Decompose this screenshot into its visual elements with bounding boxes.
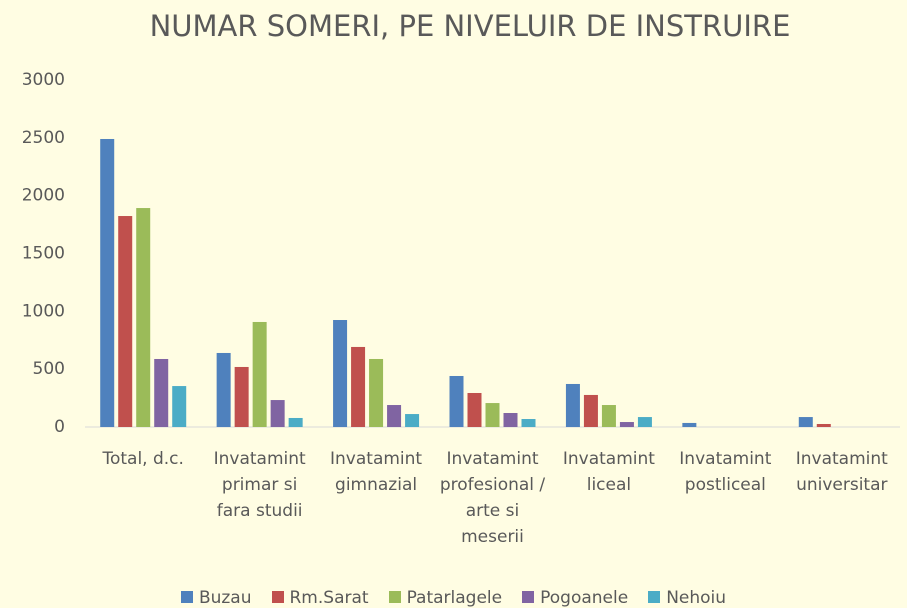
- legend-label: Buzau: [198, 588, 252, 608]
- legend-swatch: [522, 591, 535, 603]
- y-tick-label: 2500: [22, 128, 65, 148]
- bar: [798, 417, 813, 427]
- bar: [816, 423, 831, 427]
- bar: [387, 405, 402, 427]
- bar: [601, 405, 616, 427]
- legend-item: Nehoiu: [648, 588, 726, 608]
- legend-label: Pogoanele: [540, 588, 629, 608]
- legend-swatch: [648, 591, 661, 603]
- bar: [351, 346, 366, 427]
- x-tick-label: Invatamint primar si fara studii: [213, 449, 306, 521]
- bar: [288, 417, 303, 427]
- bar: [154, 358, 169, 427]
- legend-label: Nehoiu: [666, 588, 727, 608]
- bar: [485, 403, 500, 427]
- x-tick-label: Total, d.c.: [102, 449, 184, 469]
- x-tick-label: Invatamint profesional / arte si meserii: [439, 449, 546, 547]
- y-tick-label: 1000: [22, 301, 65, 321]
- legend-swatch: [271, 591, 284, 603]
- bar: [118, 216, 133, 427]
- y-tick-label: 3000: [22, 70, 65, 90]
- bar: [369, 358, 384, 427]
- bar: [583, 394, 598, 427]
- legend-label: Patarlagele: [406, 588, 503, 608]
- legend-swatch: [388, 591, 401, 603]
- bar: [521, 419, 536, 427]
- x-tick-label: Invatamint liceal: [562, 449, 655, 495]
- chart-title: NUMAR SOMERI, PE NIVELUIR DE INSTRUIRE: [150, 9, 791, 43]
- bar: [100, 138, 115, 428]
- legend-item: Rm.Sarat: [271, 588, 369, 608]
- bar: [467, 392, 482, 427]
- legend-item: Pogoanele: [522, 588, 628, 608]
- y-tick-label: 0: [54, 417, 65, 437]
- bar: [619, 422, 634, 427]
- legend-swatch: [180, 591, 193, 603]
- legend-label: Rm.Sarat: [289, 588, 369, 608]
- legend-item: Buzau: [180, 588, 252, 608]
- bar: [682, 422, 697, 427]
- bar: [565, 383, 580, 427]
- bar: [216, 352, 231, 427]
- legend-item: Patarlagele: [388, 588, 503, 608]
- bar: [270, 400, 285, 427]
- x-tick-label: Invatamint gimnazial: [330, 449, 423, 495]
- bar: [503, 413, 518, 427]
- legend: Buzau Rm.Sarat Patarlagele Pogoanele Nehoiu: [0, 588, 907, 608]
- bar: [449, 375, 464, 427]
- y-tick-label: 500: [33, 359, 65, 379]
- y-tick-label: 1500: [22, 244, 65, 264]
- x-tick-label: Invatamint universitar: [795, 449, 888, 495]
- bar: [637, 417, 652, 427]
- bar: [333, 320, 348, 427]
- bar: [172, 386, 187, 427]
- bar: [405, 414, 420, 427]
- bar: [136, 208, 151, 427]
- bar: [234, 366, 249, 427]
- x-tick-label: Invatamint postliceal: [679, 449, 772, 495]
- bar: [252, 321, 267, 427]
- y-tick-label: 2000: [22, 186, 65, 206]
